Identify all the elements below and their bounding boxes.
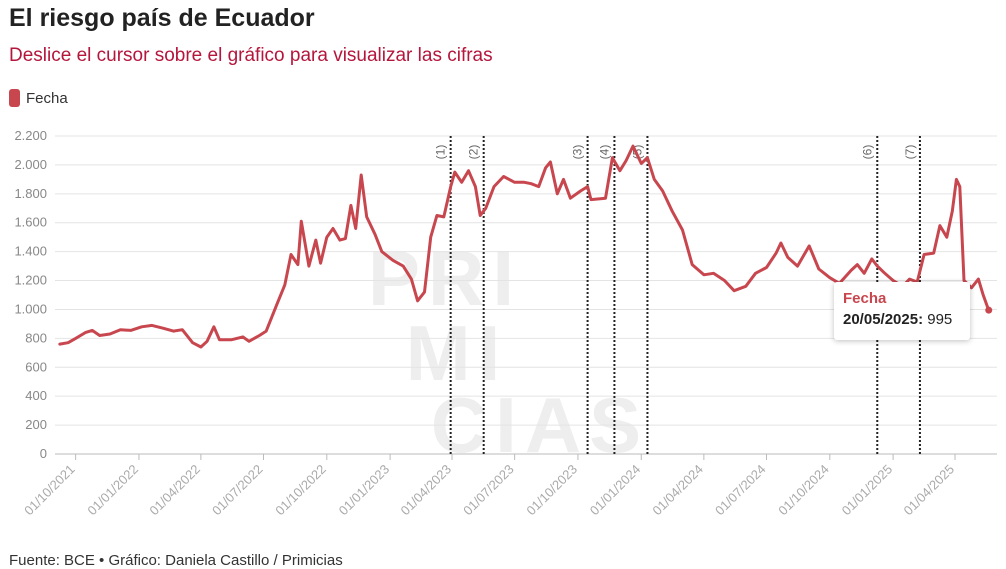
annotation-label: (2) [467,145,481,160]
legend[interactable]: Fecha [9,89,68,107]
x-tick-label: 01/10/2021 [21,462,78,519]
y-tick-label: 1.400 [14,244,47,259]
legend-label: Fecha [26,89,68,107]
tooltip-title: Fecha [843,290,887,307]
y-tick-label: 1.000 [14,301,47,316]
series-last-point [985,306,993,314]
series-line [58,144,991,349]
tooltip-value: 995 [927,311,953,328]
tooltip-row: 20/05/2025: 995 [843,311,961,328]
x-tick-label: 01/07/2022 [209,462,266,519]
x-tick-label: 01/04/2022 [146,462,203,519]
y-tick-label: 1.200 [14,273,47,288]
chart-title: El riesgo país de Ecuador [9,4,315,32]
y-tick-label: 2.000 [14,157,47,172]
series-lines[interactable] [58,144,993,349]
y-gridlines [55,135,997,455]
x-tick-label: 01/04/2023 [398,462,455,519]
x-tick-label: 01/04/2024 [649,462,706,519]
y-tick-label: 1.800 [14,186,47,201]
annotation-label: (6) [860,145,874,160]
tooltip: Fecha 20/05/2025: 995 [834,282,970,340]
chart-subtitle: Deslice el cursor sobre el gráfico para … [9,45,493,66]
y-tick-label: 800 [25,330,47,345]
x-tick-label: 01/01/2022 [84,462,141,519]
x-tick-label: 01/04/2025 [901,462,958,519]
y-tick-label: 200 [25,417,47,432]
x-tick-label: 01/07/2023 [460,462,517,519]
annotation-label: (1) [434,145,448,160]
x-tick-label: 01/01/2025 [839,462,896,519]
x-tick-label: 01/01/2024 [587,462,644,519]
y-tick-label: 2.200 [14,128,47,143]
annotation-label: (4) [597,145,611,160]
x-tick-label: 01/10/2023 [523,462,580,519]
y-tick-label: 0 [40,446,47,461]
watermark-line-1: PRI [368,234,522,322]
x-tick-label: 01/10/2022 [272,462,329,519]
legend-swatch [9,89,20,107]
y-tick-label: 600 [25,359,47,374]
source-note: Fuente: BCE • Gráfico: Daniela Castillo … [9,552,343,569]
watermark: PRI MI CIAS [368,234,641,469]
y-tick-label: 400 [25,388,47,403]
tooltip-date: 20/05/2025: [843,311,924,328]
annotation-label: (7) [903,145,917,160]
x-tick-label: 01/10/2024 [775,462,832,519]
x-tick-label: 01/07/2024 [712,462,769,519]
annotation-label: (3) [571,145,585,160]
y-tick-label: 1.600 [14,215,47,230]
y-axis: 0 200 400 600 800 1.000 1.200 1.400 1.600 1.800 2.… [14,128,47,461]
x-tick-label: 01/01/2023 [336,462,393,519]
